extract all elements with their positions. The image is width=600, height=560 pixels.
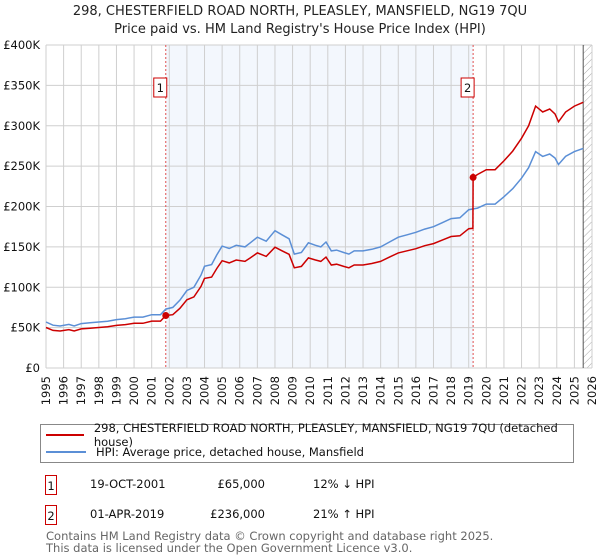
x-tick-label: 2016 (409, 376, 423, 405)
sale-price: £65,000 (217, 477, 265, 491)
y-tick-label: £350K (3, 78, 40, 92)
sale-date: 19-OCT-2001 (90, 477, 166, 491)
x-tick-label: 2008 (268, 376, 282, 405)
x-tick-label: 2012 (338, 376, 352, 405)
y-tick-label: £250K (3, 159, 40, 173)
property-price-line (45, 101, 584, 332)
x-tick-label: 1999 (109, 376, 123, 405)
copyright-text: Contains HM Land Registry data © Crown c… (46, 529, 494, 543)
sale-label: 1 (157, 81, 164, 95)
x-tick-label: 1998 (92, 376, 106, 405)
x-tick-label: 2026 (585, 376, 599, 405)
chart-title: 298, CHESTERFIELD ROAD NORTH, PLEASLEY, … (72, 4, 528, 19)
sale-number-badge: 1 (45, 475, 57, 495)
legend-swatch-blue (46, 451, 86, 453)
sale-hpi-diff: 12% ↓ HPI (313, 477, 375, 491)
legend-swatch-red (46, 434, 84, 436)
y-tick-label: £0 (25, 361, 40, 375)
x-tick-label: 2003 (180, 376, 194, 405)
x-tick-label: 2017 (426, 376, 440, 405)
x-tick-label: 2004 (198, 376, 212, 405)
sale-number-badge: 2 (45, 505, 57, 525)
x-tick-label: 2015 (391, 376, 405, 405)
x-tick-label: 2019 (462, 376, 476, 405)
x-tick-label: 2006 (233, 376, 247, 405)
legend-label: HPI: Average price, detached house, Mans… (96, 445, 364, 459)
x-tick-label: 2007 (250, 376, 264, 405)
x-tick-label: 2014 (374, 376, 388, 405)
x-tick-label: 2011 (321, 376, 335, 405)
x-tick-label: 2009 (286, 376, 300, 405)
x-tick-label: 2021 (497, 376, 511, 405)
sale-date: 01-APR-2019 (90, 507, 165, 521)
y-tick-label: £400K (3, 38, 40, 52)
legend-label: 298, CHESTERFIELD ROAD NORTH, PLEASLEY, … (93, 421, 558, 449)
x-tick-label: 2024 (550, 376, 564, 405)
price-chart: 1995 1996 1997 1998 1999 2000 2001 2002 2003 2004… (3, 38, 599, 405)
x-tick-label: 2001 (145, 376, 159, 405)
legend: 298, CHESTERFIELD ROAD NORTH, PLEASLEY, … (40, 421, 574, 463)
hpi-line (45, 147, 584, 327)
x-tick-label: 2013 (356, 376, 370, 405)
x-tick-label: 1997 (74, 376, 88, 405)
sale-label-box (460, 77, 475, 98)
sale-point (162, 312, 170, 320)
sale-point (469, 173, 477, 181)
x-tick-label: 2010 (303, 376, 317, 405)
legend-item-hpi: HPI: Average price, detached house, Mans… (46, 444, 364, 460)
y-tick-label: £150K (3, 240, 40, 254)
x-tick-label: 2022 (515, 376, 529, 405)
y-tick-label: £50K (11, 321, 41, 335)
x-tick-label: 2023 (532, 376, 546, 405)
x-tick-label: 2025 (567, 376, 581, 405)
footer: Contains HM Land Registry data © Crown c… (46, 530, 493, 554)
sale-hpi-diff: 21% ↑ HPI (313, 507, 375, 521)
y-tick-label: £200K (3, 200, 40, 214)
x-tick-label: 2020 (479, 376, 493, 405)
sale-row-1: 1 19-OCT-2001 £65,000 12% ↓ HPI (40, 475, 600, 495)
legend-item-property: 298, CHESTERFIELD ROAD NORTH, PLEASLEY, … (46, 421, 573, 449)
sale-row-2: 2 01-APR-2019 £236,000 21% ↑ HPI (40, 505, 600, 525)
sale-label: 2 (464, 81, 471, 95)
x-tick-label: 2000 (127, 376, 141, 405)
chart-subtitle: Price paid vs. HM Land Registry's House … (114, 22, 486, 37)
y-tick-label: £300K (3, 119, 40, 133)
y-tick-label: £100K (3, 280, 40, 294)
x-tick-label: 2005 (215, 376, 229, 405)
x-tick-label: 2002 (162, 376, 176, 405)
licence-text: This data is licensed under the Open Gov… (46, 541, 413, 555)
sale-label-box (153, 77, 168, 98)
x-tick-label: 1995 (39, 376, 53, 405)
sale-price: £236,000 (210, 507, 265, 521)
x-tick-label: 2018 (444, 376, 458, 405)
x-tick-label: 1996 (57, 376, 71, 405)
